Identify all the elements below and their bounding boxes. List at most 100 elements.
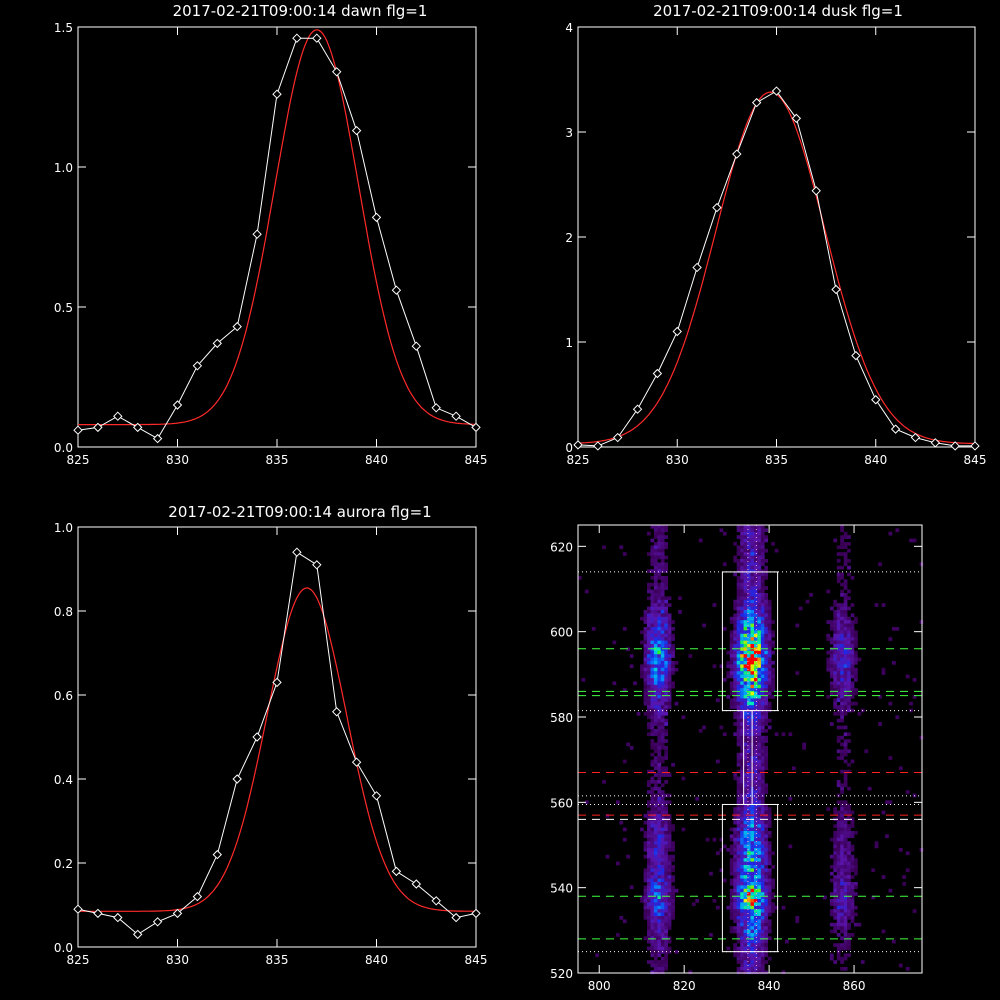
heatmap-cell — [843, 749, 848, 754]
heatmap-cell — [747, 722, 751, 726]
heatmap-cell — [650, 678, 655, 682]
heatmap-cell — [736, 599, 741, 604]
heatmap-cell — [736, 671, 741, 675]
heatmap-cell — [767, 637, 772, 641]
heatmap-cell — [660, 797, 665, 801]
heatmap-cell — [764, 899, 769, 903]
heatmap-cell — [740, 953, 744, 958]
heatmap-cell — [760, 657, 765, 662]
heatmap-cell — [736, 882, 741, 886]
heatmap-cell — [736, 613, 741, 618]
heatmap-cell — [650, 661, 655, 665]
heatmap-cell — [788, 844, 793, 849]
heatmap-cell — [667, 674, 672, 679]
heatmap-cell — [754, 933, 758, 937]
heatmap-cell — [660, 569, 665, 573]
heatmap-cell — [764, 912, 769, 917]
dawn-data-point — [391, 285, 402, 295]
heatmap-cell — [660, 936, 665, 941]
heatmap-cell — [664, 722, 669, 726]
heatmap-cell — [757, 780, 762, 784]
heatmap-cell — [905, 967, 910, 971]
heatmap-cell — [833, 620, 838, 624]
heatmap-cell — [833, 885, 838, 890]
heatmap-cell — [760, 865, 765, 869]
heatmap-cell — [757, 684, 762, 689]
heatmap-cell — [736, 654, 741, 658]
heatmap-cell — [664, 542, 669, 546]
heatmap-cell — [833, 807, 838, 811]
heatmap-cell — [833, 854, 838, 859]
heatmap-cell — [667, 878, 672, 883]
heatmap-cell — [760, 766, 765, 771]
heatmap-cell — [650, 902, 655, 907]
heatmap-cell — [643, 650, 648, 655]
heatmap-cell — [795, 919, 800, 924]
heatmap-cell — [647, 637, 651, 641]
heatmap-cell — [757, 599, 762, 604]
heatmap-cell — [660, 555, 665, 560]
heatmap-cell — [750, 858, 755, 862]
heatmap-cell — [888, 800, 893, 805]
heatmap-cell — [754, 936, 758, 941]
heatmap-cell — [740, 943, 744, 947]
heatmap-cell — [843, 936, 848, 941]
heatmap-cell — [747, 650, 751, 655]
heatmap-cell — [660, 756, 665, 760]
heatmap-cell — [740, 657, 744, 662]
heatmap-cell — [657, 555, 662, 560]
heatmap-cell — [643, 681, 648, 686]
heatmap-cell — [757, 613, 762, 618]
heatmap-cell — [829, 647, 834, 652]
heatmap-cell — [771, 542, 775, 546]
heatmap-cell — [729, 865, 734, 869]
heatmap-cell — [771, 688, 775, 692]
heatmap-cell — [747, 919, 751, 924]
heatmap-cell — [847, 674, 851, 679]
heatmap-cell — [743, 841, 748, 845]
heatmap-cell — [733, 712, 738, 716]
heatmap-cell — [667, 882, 672, 886]
heatmap-cell — [660, 664, 665, 669]
heatmap-cell — [840, 803, 844, 808]
heatmap-cell — [729, 895, 734, 900]
heatmap-cell — [757, 902, 762, 907]
heatmap-cell — [760, 810, 765, 815]
heatmap-cell — [760, 946, 765, 951]
heatmap-cell — [760, 705, 765, 709]
dusk-data-point — [871, 395, 881, 405]
heatmap-cell — [729, 701, 734, 706]
heatmap-cell — [836, 814, 841, 818]
heatmap-cell — [826, 695, 831, 699]
heatmap-cell — [667, 691, 672, 696]
heatmap-cell — [843, 732, 848, 737]
heatmap-cell — [729, 905, 734, 910]
heatmap-cell — [660, 892, 665, 896]
heatmap-cell — [881, 875, 886, 879]
heatmap-cell — [653, 895, 658, 900]
heatmap-cell — [660, 854, 665, 859]
heatmap-cell — [622, 919, 627, 924]
heatmap-cell — [722, 678, 727, 682]
dusk-data-point — [811, 186, 821, 196]
heatmap-cell — [760, 681, 765, 686]
heatmap-cell — [757, 559, 762, 563]
heatmap-cell — [836, 616, 841, 621]
heatmap-cell — [833, 650, 838, 655]
heatmap-cell — [729, 827, 734, 832]
heatmap-cell — [743, 912, 748, 917]
heatmap-cell — [854, 630, 858, 635]
heatmap-cell — [657, 589, 662, 594]
heatmap-cell — [664, 861, 669, 866]
heatmap-cell — [743, 878, 748, 883]
heatmap-cell — [743, 565, 748, 570]
heatmap-cell — [767, 902, 772, 907]
heatmap-cell — [747, 535, 751, 539]
heatmap-cell — [740, 807, 744, 811]
heatmap-cell — [764, 705, 769, 709]
heatmap-cell — [650, 559, 655, 563]
heatmap-cell — [736, 627, 741, 631]
heatmap-cell — [660, 691, 665, 696]
heatmap-cell — [736, 623, 741, 628]
heatmap-cell — [736, 678, 741, 682]
